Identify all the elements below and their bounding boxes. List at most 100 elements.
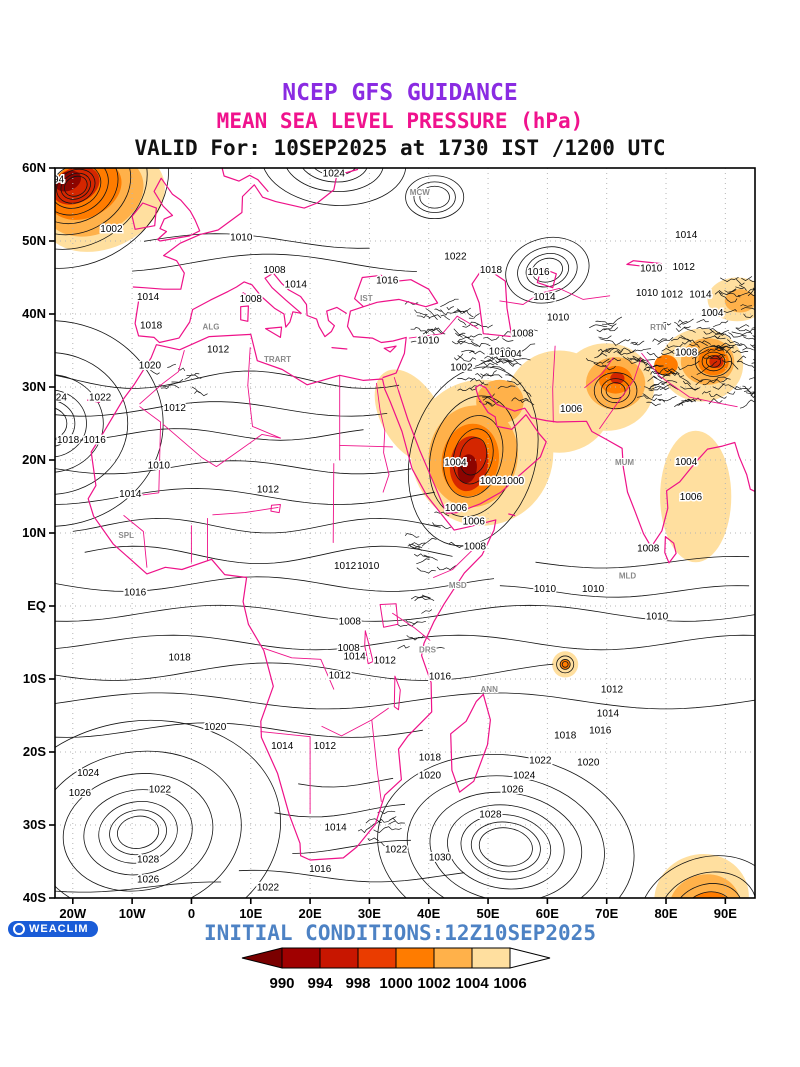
terrain-contour bbox=[423, 554, 438, 561]
pressure-system-isobar bbox=[83, 789, 193, 876]
terrain-contour bbox=[388, 820, 405, 825]
terrain-contour bbox=[702, 340, 711, 345]
x-axis-tick-label: 50E bbox=[476, 906, 499, 921]
pressure-system-isobar bbox=[505, 236, 590, 304]
terrain-contour bbox=[746, 328, 755, 334]
isobar-line bbox=[55, 576, 495, 592]
country-border bbox=[393, 377, 399, 392]
terrain-contour bbox=[511, 397, 529, 402]
colorbar-left-arrow bbox=[241, 947, 283, 969]
terrain-contour bbox=[607, 357, 622, 363]
pressure-system-isobar bbox=[55, 719, 281, 898]
station-label: TRART bbox=[264, 355, 291, 364]
coastline bbox=[153, 177, 201, 242]
terrain-contour bbox=[373, 826, 393, 834]
contour-label: 1008 bbox=[464, 542, 487, 553]
pressure-system-isobar bbox=[517, 246, 578, 295]
pressure-system-isobar bbox=[682, 891, 733, 898]
coastline bbox=[87, 399, 101, 403]
terrain-contour bbox=[421, 594, 431, 599]
terrain-contour bbox=[734, 386, 752, 390]
terrain-contour bbox=[468, 313, 480, 319]
pressure-system-isobar bbox=[694, 346, 733, 377]
contour-label: 1016 bbox=[309, 864, 332, 875]
country-border bbox=[321, 707, 389, 737]
coastline bbox=[87, 333, 497, 861]
coastline bbox=[132, 168, 359, 290]
pressure-system-isobar bbox=[593, 372, 638, 410]
terrain-contour bbox=[631, 341, 638, 345]
terrain-contour bbox=[714, 291, 723, 295]
map-layer-grid bbox=[55, 168, 755, 898]
terrain-contour bbox=[727, 292, 741, 298]
terrain-contour bbox=[716, 309, 737, 313]
coastline bbox=[240, 305, 249, 322]
pressure-system-isobar bbox=[452, 428, 494, 485]
country-border bbox=[499, 287, 611, 305]
terrain-contour bbox=[405, 619, 426, 625]
terrain-contour bbox=[726, 391, 736, 395]
map-layer-stn: MCW IST ALG TRART SPL MSD MLD DRS ANN MUM RTN bbox=[117, 187, 667, 695]
terrain-contour bbox=[596, 325, 614, 333]
terrain-contour bbox=[650, 381, 665, 388]
terrain-contour bbox=[653, 376, 668, 384]
terrain-contour bbox=[595, 358, 610, 366]
x-axis-tick-label: 70E bbox=[595, 906, 618, 921]
lake-outline bbox=[379, 603, 399, 628]
colorbar-tick-label: 1006 bbox=[493, 975, 526, 992]
terrain-contour bbox=[657, 337, 674, 345]
terrain-contour bbox=[505, 374, 515, 379]
terrain-contour bbox=[520, 329, 538, 338]
terrain-contour bbox=[416, 315, 431, 320]
terrain-contour bbox=[720, 276, 739, 283]
terrain-contour bbox=[753, 287, 755, 292]
coastline bbox=[265, 326, 283, 338]
contour-label: 1016 bbox=[84, 435, 107, 446]
isobar-line bbox=[55, 662, 554, 681]
terrain-contour bbox=[675, 326, 691, 332]
pressure-system-isobar bbox=[62, 773, 214, 892]
terrain-contour bbox=[458, 310, 465, 314]
terrain-contour bbox=[421, 646, 445, 650]
contour-label: 1030 bbox=[429, 853, 452, 864]
terrain-contour bbox=[594, 352, 608, 359]
page-subtitle: MEAN SEA LEVEL PRESSURE (hPa) bbox=[216, 109, 584, 133]
terrain-contour bbox=[702, 356, 723, 360]
terrain-contour bbox=[434, 511, 450, 517]
terrain-contour bbox=[593, 362, 608, 368]
contour-label: 1020 bbox=[419, 771, 442, 782]
terrain-contour bbox=[451, 341, 462, 345]
pressure-system-isobar bbox=[413, 181, 456, 213]
contour-label: 1010 bbox=[640, 263, 663, 274]
terrain-contour bbox=[750, 344, 755, 349]
pressure-system-isobar bbox=[55, 168, 102, 209]
terrain-contour bbox=[365, 818, 382, 824]
terrain-contour bbox=[661, 348, 683, 355]
terrain-contour bbox=[722, 360, 739, 370]
contour-label: 1022 bbox=[89, 393, 112, 404]
terrain-contour bbox=[670, 336, 691, 342]
terrain-contour bbox=[689, 343, 700, 348]
terrain-contour bbox=[410, 337, 429, 343]
terrain-contour bbox=[407, 543, 421, 548]
pressure-system-isobar bbox=[605, 382, 626, 400]
terrain-contour bbox=[752, 335, 755, 338]
terrain-contour bbox=[724, 288, 737, 293]
pressure-system-isobar bbox=[55, 407, 68, 440]
isobar-line bbox=[298, 777, 394, 788]
terrain-contour bbox=[468, 333, 483, 339]
initial-conditions-line: INITIAL CONDITIONS:12Z10SEP2025 bbox=[204, 921, 596, 945]
terrain-contour bbox=[683, 327, 696, 333]
terrain-contour bbox=[167, 363, 177, 368]
terrain-contour bbox=[646, 351, 662, 359]
station-label: IST bbox=[360, 294, 373, 303]
contour-label: 1008 bbox=[637, 544, 660, 555]
terrain-contour bbox=[715, 376, 728, 381]
terrain-contour bbox=[416, 567, 436, 574]
contour-label: 1014 bbox=[285, 279, 308, 290]
terrain-contour bbox=[678, 319, 688, 324]
contour-label: 1012 bbox=[374, 655, 397, 666]
terrain-contour bbox=[735, 286, 744, 289]
coastline bbox=[450, 693, 491, 793]
